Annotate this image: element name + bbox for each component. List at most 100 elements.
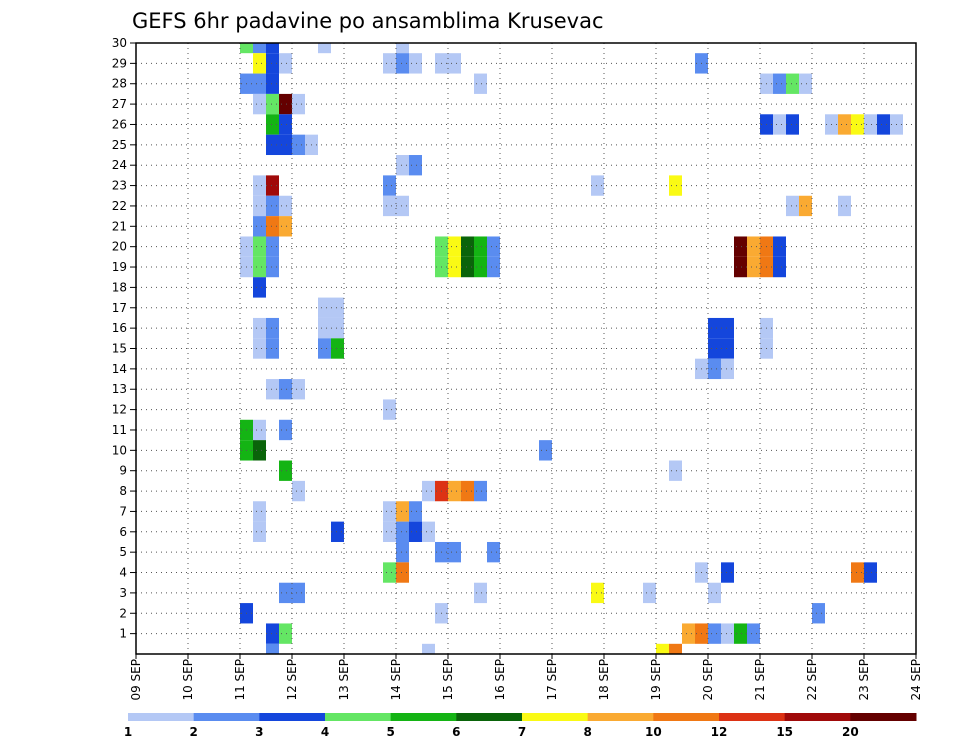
y-tick-label: 11 <box>112 423 127 437</box>
y-tick-label: 2 <box>119 606 127 620</box>
heatmap-cell <box>721 623 734 644</box>
y-tick-label: 3 <box>119 586 127 600</box>
heatmap-cell <box>266 195 279 217</box>
heatmap-cell <box>721 358 734 380</box>
legend-swatch <box>325 713 392 721</box>
heatmap-cell <box>448 541 461 563</box>
heatmap-cell <box>253 419 266 441</box>
y-tick-label: 16 <box>112 321 127 335</box>
heatmap-cell <box>591 175 604 196</box>
heatmap-cell <box>253 195 266 217</box>
y-axis-ticks: 1234567891011121314151617181920212223242… <box>112 36 136 641</box>
y-tick-label: 5 <box>119 545 127 559</box>
legend-label: 12 <box>711 725 728 739</box>
legend-label: 20 <box>842 725 859 739</box>
heatmap-cell <box>669 175 682 196</box>
x-tick-label: 24 SEP <box>909 659 923 701</box>
legend-label: 10 <box>645 725 662 739</box>
legend-swatch <box>850 713 917 721</box>
heatmap-cell <box>409 155 422 176</box>
x-tick-label: 22 SEP <box>805 659 819 701</box>
heatmap-cell <box>253 338 266 359</box>
heatmap-cell <box>266 338 279 359</box>
x-tick-label: 14 SEP <box>389 659 403 701</box>
x-tick-label: 10 SEP <box>181 659 195 701</box>
legend-swatch <box>587 713 654 721</box>
heatmap-cell <box>266 379 279 400</box>
heatmap-cell <box>383 175 396 196</box>
x-tick-label: 09 SEP <box>129 659 143 701</box>
y-tick-label: 20 <box>112 240 127 254</box>
legend-label: 5 <box>386 725 394 739</box>
heatmap-cell <box>422 521 435 542</box>
y-tick-label: 12 <box>112 403 127 417</box>
y-tick-label: 26 <box>112 117 127 131</box>
heatmap-cell <box>279 582 292 604</box>
heatmap-cell <box>279 134 292 156</box>
heatmap-cell <box>708 358 721 380</box>
y-tick-label: 19 <box>112 260 127 274</box>
heatmap-cell <box>240 43 253 54</box>
heatmap-cell <box>396 195 409 217</box>
heatmap-cell <box>383 195 396 217</box>
legend-swatch <box>259 713 326 721</box>
x-tick-label: 16 SEP <box>493 659 507 701</box>
y-tick-label: 22 <box>112 199 127 213</box>
legend-label: 15 <box>776 725 793 739</box>
heatmap-cell <box>643 582 656 604</box>
heatmap-cell <box>383 53 396 74</box>
legend-label: 2 <box>189 725 197 739</box>
heatmap-cell <box>279 379 292 400</box>
heatmap-cell <box>396 541 409 563</box>
heatmap-cell <box>422 643 435 654</box>
heatmap-cell <box>266 43 279 54</box>
color-legend: 1 2 3 4 5 6 7 8 10 12 15 20 <box>124 713 917 739</box>
heatmap-cell <box>864 114 877 135</box>
heatmap-cell <box>292 480 305 502</box>
heatmap-cell <box>474 236 487 257</box>
heatmap-cell <box>253 501 266 522</box>
heatmap-cell <box>721 338 734 359</box>
heatmap-cell <box>266 216 279 237</box>
heatmap-cell <box>747 236 760 257</box>
heatmap-cell <box>396 521 409 542</box>
x-tick-label: 19 SEP <box>649 659 663 701</box>
heatmap-cell <box>318 338 331 359</box>
heatmap-cell <box>474 582 487 604</box>
legend-label: 3 <box>255 725 263 739</box>
heatmap-cell <box>396 43 409 54</box>
heatmap-cell <box>474 480 487 502</box>
heatmap-cell <box>266 175 279 196</box>
heatmap-cell <box>279 114 292 135</box>
y-tick-label: 4 <box>119 566 127 580</box>
heatmap-cell <box>786 195 799 217</box>
heatmap-cell <box>812 603 825 624</box>
heatmap-cell <box>331 297 344 318</box>
heatmap-cell <box>318 297 331 318</box>
heatmap-cell <box>877 114 890 135</box>
heatmap-cell <box>279 93 292 115</box>
heatmap-cell <box>253 317 266 339</box>
heatmap-cell <box>721 562 734 583</box>
heatmap-cell <box>292 582 305 604</box>
heatmap-cell <box>721 317 734 339</box>
heatmap-cell <box>851 114 864 135</box>
heatmap-cell <box>253 277 266 298</box>
x-tick-label: 21 SEP <box>753 659 767 701</box>
heatmap-cell <box>682 623 695 644</box>
legend-swatch <box>193 713 260 721</box>
heatmap-cell <box>669 643 682 654</box>
heatmap-cell <box>396 562 409 583</box>
heatmap-cell <box>253 93 266 115</box>
y-tick-label: 17 <box>112 301 127 315</box>
heatmap-cell <box>734 623 747 644</box>
heatmap-cell <box>474 73 487 94</box>
heatmap-cell <box>266 623 279 644</box>
heatmap-cell <box>266 256 279 278</box>
heatmap-cell <box>331 317 344 339</box>
legend-label: 7 <box>518 725 526 739</box>
heatmap-cell <box>539 440 552 461</box>
y-tick-label: 18 <box>112 280 127 294</box>
y-tick-label: 9 <box>119 464 127 478</box>
